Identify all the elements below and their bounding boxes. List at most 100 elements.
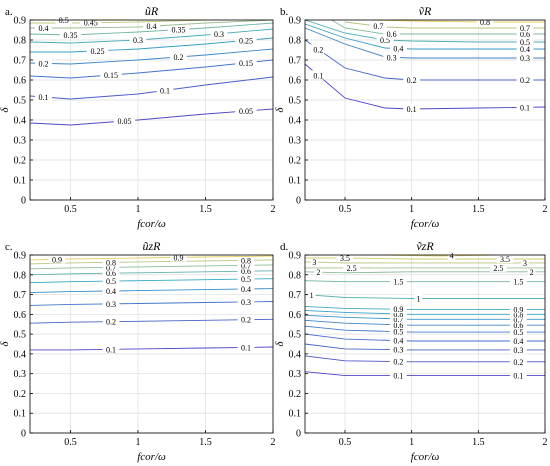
contour-label-bg (509, 320, 527, 330)
contour-line (30, 37, 274, 53)
x-axis-label: fcor/ω (411, 451, 440, 463)
y-tick-label: 0.4 (289, 349, 302, 360)
contour-label-bg (516, 53, 534, 62)
contour-label-bg (516, 44, 534, 53)
contour-label: 0.2 (313, 45, 323, 54)
contour-label-bg (521, 257, 529, 267)
contour-label-bg (509, 304, 527, 314)
contour-label-bg (509, 356, 527, 366)
contour-label-bg (516, 29, 534, 38)
contour-label-bg (516, 75, 534, 84)
panel-title: ṽR (419, 4, 432, 18)
contour-line (304, 280, 545, 283)
contour-label: 0.35 (172, 26, 186, 35)
x-tick-label: 2 (271, 437, 276, 448)
contour-label: 0.5 (513, 328, 523, 337)
y-tick-label: 0.7 (289, 56, 302, 67)
x-tick-label: 0.5 (339, 204, 352, 215)
contour-label: 3 (523, 259, 527, 268)
contour-label-bg (102, 316, 120, 326)
contour-label: 0.3 (520, 54, 530, 63)
contour-label: 0.4 (520, 45, 530, 54)
contour-label: 3 (312, 258, 316, 267)
contour-label-bg (129, 35, 147, 44)
y-tick-label: 0 (296, 196, 301, 207)
x-axis-label: fcor/ω (137, 218, 166, 230)
contour-label: 0.1 (106, 345, 116, 354)
contour-label: 0.2 (241, 316, 251, 325)
contour-line (304, 319, 545, 326)
panel-label: d. (280, 241, 289, 253)
contour-line (30, 346, 274, 351)
y-tick-label: 0.5 (14, 96, 27, 107)
contour-label: 0.5 (106, 277, 116, 286)
y-tick-label: 0.8 (289, 270, 302, 281)
x-tick-label: 1.5 (199, 204, 212, 215)
contour-label-bg (35, 92, 52, 101)
contour-line (304, 343, 545, 351)
contour-label-bg (48, 254, 66, 264)
contour-label-bg (102, 268, 120, 278)
contour-line (304, 314, 545, 320)
contour-label-bg (237, 255, 255, 265)
y-tick-label: 0.8 (14, 270, 27, 281)
contour-line (29, 255, 274, 261)
x-tick-label: 1 (136, 204, 141, 215)
panel-title: ṽzR (416, 239, 434, 253)
contour-label-bg (336, 252, 354, 262)
contour-label: 0.9 (513, 305, 523, 314)
x-tick-label: 0.5 (339, 437, 352, 448)
contour-label-bg (389, 344, 407, 354)
y-tick-label: 0.6 (289, 76, 302, 87)
contour-label: 0.3 (241, 298, 251, 307)
contour-label-bg (389, 335, 407, 345)
contour-label-bg (314, 267, 323, 277)
y-tick-label: 0.6 (14, 310, 27, 321)
contour-label-bg (383, 52, 401, 62)
contour-label-bg (516, 102, 534, 112)
contour-label: 0.45 (84, 19, 98, 28)
y-tick-label: 0 (21, 196, 26, 207)
panel-label: b. (280, 6, 289, 18)
x-tick-label: 1 (409, 437, 414, 448)
contour-label: 2.5 (493, 264, 503, 273)
axes-frame (29, 254, 274, 434)
contour-label-bg (496, 253, 514, 263)
contour-label-bg (113, 116, 136, 125)
y-tick-label: 0.2 (14, 156, 27, 167)
panel-1: 0.05 0.05 0.1 0.1 0.15 0.15 0.2 0.2 0.25 0.25 0.3 0… (0, 4, 276, 230)
contour-line (304, 355, 545, 363)
contour-label: 0.4 (241, 285, 251, 294)
contour-label-bg (35, 23, 52, 32)
contour-label: 0.2 (407, 76, 417, 85)
contour-label: 0.9 (52, 255, 62, 264)
contour-line (29, 48, 274, 65)
y-tick-label: 0.4 (14, 349, 27, 360)
contour-label: 0.7 (373, 22, 383, 31)
contour-label: 0.9 (174, 253, 184, 262)
y-tick-label: 0.9 (289, 16, 302, 27)
panel-4: 0.1 0.10.2 0.20.3 0.30.4 0.40.5 0.50.6 0.60.7 0… (274, 239, 548, 463)
contour-line (304, 294, 545, 299)
contour-label: 1.5 (393, 278, 403, 287)
contour-label: 1 (416, 295, 420, 304)
y-tick-label: 0.9 (14, 251, 27, 262)
contour-label: 0.1 (313, 71, 323, 80)
contour-label: 1.5 (513, 278, 523, 287)
contour-line (29, 22, 274, 36)
contour-label: 0.2 (39, 59, 49, 68)
y-axis-label: δ (274, 341, 286, 347)
contour-label: 0.25 (239, 36, 253, 45)
panel-title: ũR (145, 4, 159, 18)
y-tick-label: 0.4 (14, 116, 27, 127)
contour-label-bg (476, 17, 494, 26)
contour-label: 0.8 (480, 18, 490, 27)
contour-label-bg (309, 44, 327, 54)
y-tick-label: 0.3 (289, 369, 302, 380)
contour-label-bg (509, 336, 527, 346)
contour-label-bg (35, 58, 52, 68)
contour-label-bg (102, 276, 120, 286)
x-tick-label: 1.5 (472, 437, 485, 448)
x-axis-label: fcor/ω (411, 218, 440, 230)
